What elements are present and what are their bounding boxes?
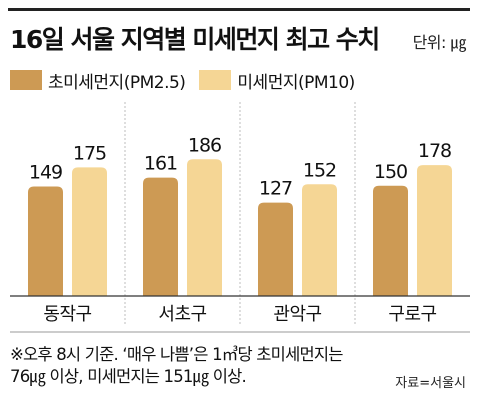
legend-label-pm10: 미세먼지(PM10) — [237, 72, 355, 93]
top-rule — [8, 8, 470, 11]
category-label: 관악구 — [273, 304, 321, 325]
bar-pm10 — [187, 159, 222, 296]
data-label: 161 — [144, 153, 177, 175]
footnote-line-2: 76㎍ 이상, 미세먼지는 151㎍ 이상. — [10, 367, 247, 386]
category-label: 서초구 — [158, 304, 206, 325]
bar-pm10 — [72, 167, 107, 296]
legend-item-pm10: 미세먼지(PM10) — [199, 68, 355, 93]
data-label: 175 — [73, 142, 106, 164]
footnote-line-1: ※오후 8시 기준. ‘매우 나쁨’은 1㎥당 초미세먼지는 — [10, 345, 343, 364]
legend-swatch-pm25 — [10, 70, 42, 90]
bar-pm10 — [302, 184, 337, 296]
legend-label-pm25: 초미세먼지(PM2.5) — [48, 72, 186, 93]
chart-title: 16일 서울 지역별 미세먼지 최고 수치 — [10, 25, 380, 54]
legend-item-pm25: 초미세먼지(PM2.5) — [10, 68, 186, 93]
category-label: 구로구 — [388, 304, 436, 325]
legend-swatch-pm10 — [199, 70, 232, 90]
data-label: 178 — [418, 140, 451, 162]
category-label: 동작구 — [43, 304, 91, 325]
bar-pm25 — [28, 186, 63, 296]
data-label: 152 — [303, 159, 336, 181]
bar-pm10 — [417, 165, 452, 296]
data-label: 149 — [29, 161, 62, 183]
footnote: ※오후 8시 기준. ‘매우 나쁨’은 1㎥당 초미세먼지는 76㎍ 이상, 미… — [10, 344, 343, 388]
bar-pm25 — [258, 202, 293, 296]
bar-pm25 — [373, 185, 408, 296]
data-label: 186 — [188, 134, 221, 156]
bar-pm25 — [143, 177, 178, 296]
unit-label: 단위: ㎍ — [412, 33, 467, 52]
legend: 초미세먼지(PM2.5) 미세먼지(PM10) — [10, 68, 369, 93]
data-label: 150 — [374, 161, 407, 183]
data-label: 127 — [259, 178, 292, 200]
source-label: 자료=서울시 — [395, 376, 466, 391]
